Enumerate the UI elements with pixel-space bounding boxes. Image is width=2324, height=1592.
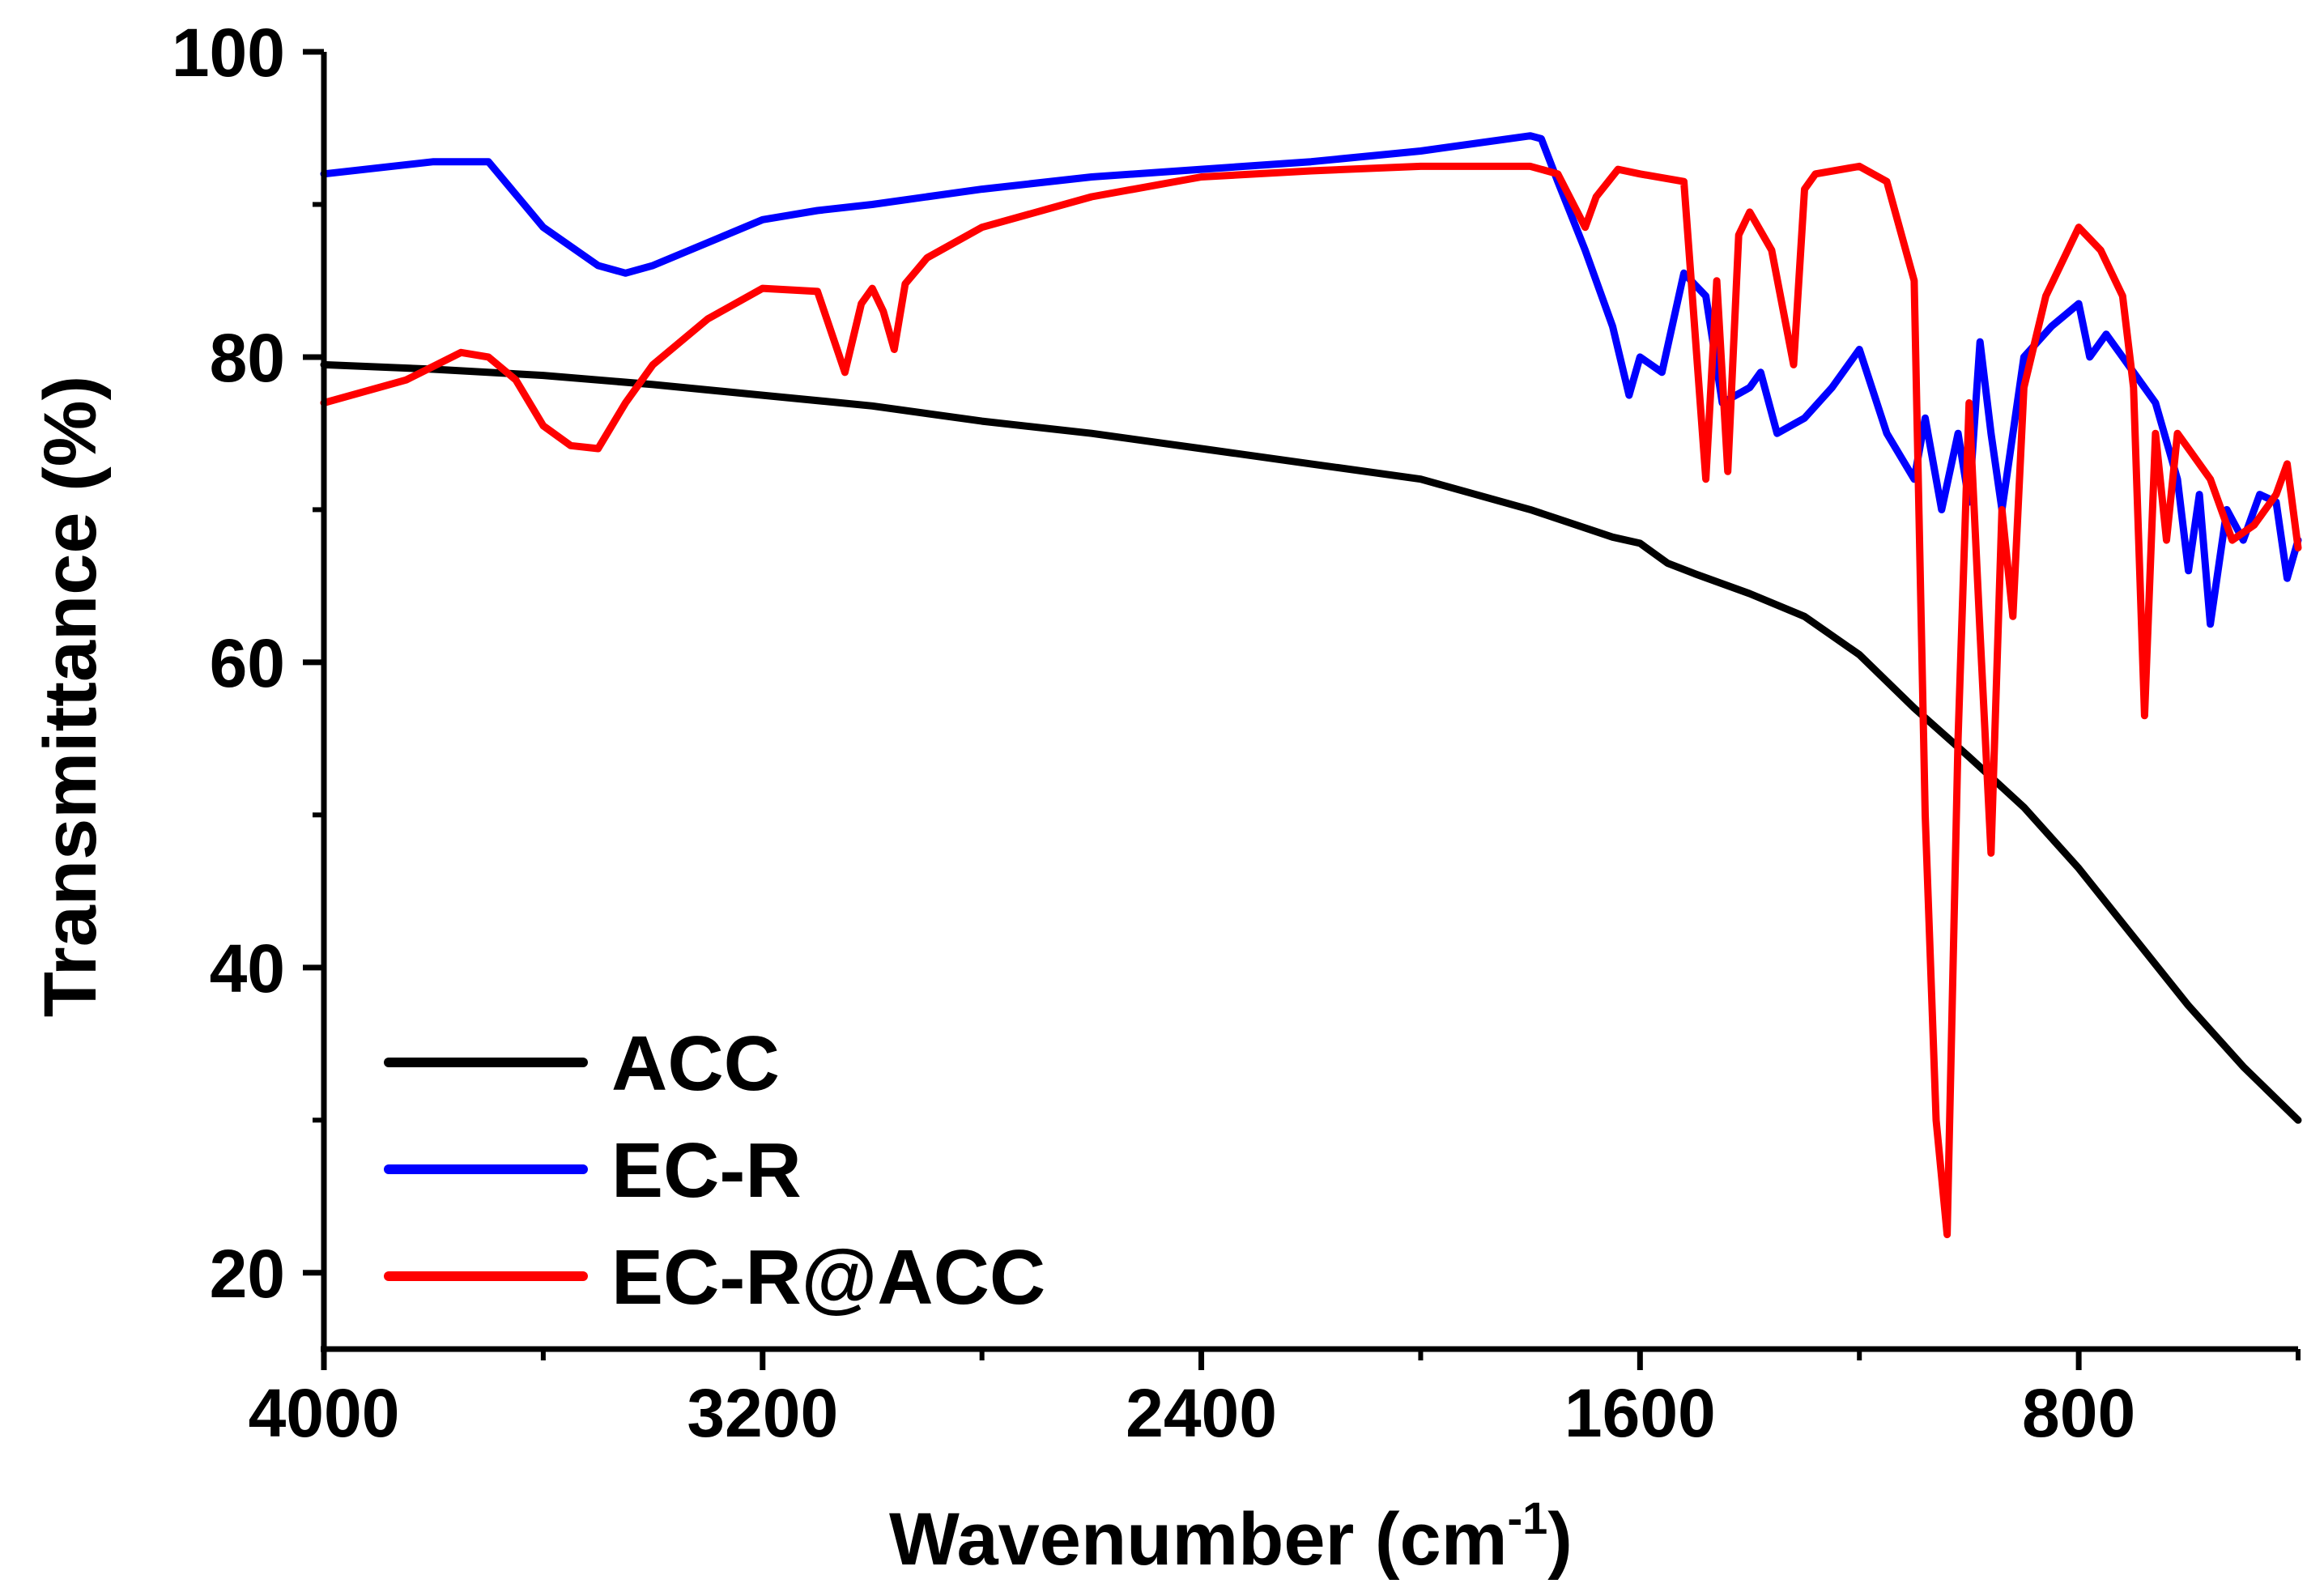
x-tick-label: 3200 [687,1375,838,1451]
x-tick-label: 800 [2022,1375,2135,1451]
legend-label-acc: ACC [611,1020,780,1107]
y-tick-label: 40 [210,930,285,1007]
series-line-ec-r [320,132,2302,628]
series-line-acc [320,360,2302,1124]
x-tick-label: 2400 [1126,1375,1277,1451]
axes-layer [321,52,2298,1352]
legend-label-ec-r: EC-R [611,1127,802,1214]
series-line-ec-r-acc [320,162,2302,1239]
legend: ACC EC-R EC-R@ACC [384,1020,1045,1321]
x-axis-title: Wavenumber (cm-1) [889,1492,1573,1581]
x-tick-label: 4000 [249,1375,400,1451]
legend-label-ec-r-acc: EC-R@ACC [611,1234,1045,1321]
y-tick-label: 80 [210,320,285,396]
ticks-layer: 4000 3200 2400 1600 800 20 40 60 80 100 [172,15,2301,1451]
y-axis-title: Transmittance (%) [29,376,112,1017]
x-axis-title-close: ) [1547,1498,1573,1581]
y-tick-label: 20 [210,1236,285,1312]
x-tick-label: 1600 [1564,1375,1716,1451]
series-layer [320,132,2302,1239]
y-tick-label: 60 [210,625,285,701]
x-axis-title-sup: -1 [1508,1492,1548,1543]
x-axis-title-main: Wavenumber (cm [889,1498,1507,1581]
y-tick-label: 100 [172,15,285,91]
